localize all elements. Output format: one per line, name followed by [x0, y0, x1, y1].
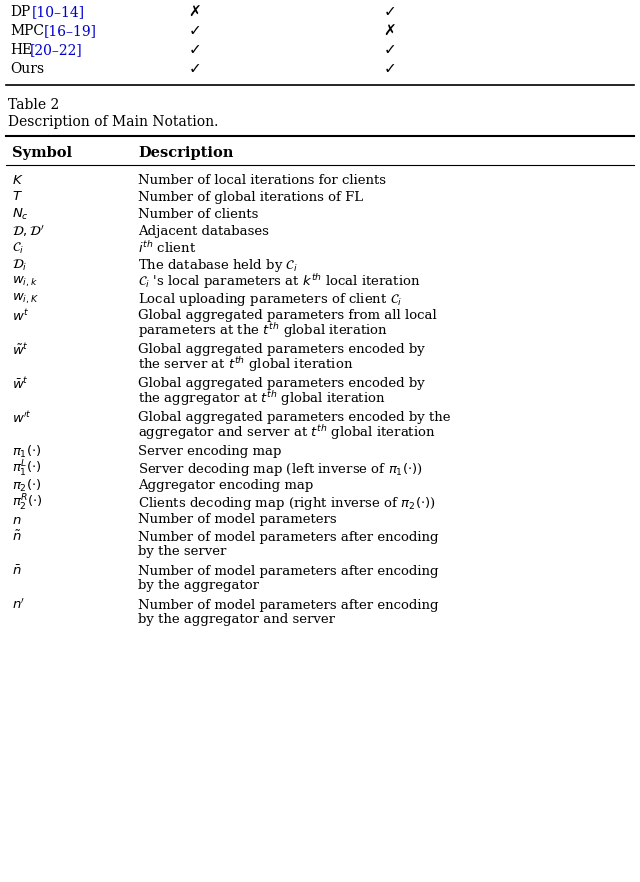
- Text: $i^{th}$ client: $i^{th}$ client: [138, 240, 196, 256]
- Text: $\pi_1^L(\cdot)$: $\pi_1^L(\cdot)$: [12, 459, 42, 479]
- Text: Number of global iterations of FL: Number of global iterations of FL: [138, 191, 363, 204]
- Text: $\bar{n}$: $\bar{n}$: [12, 564, 22, 578]
- Text: Local uploading parameters of client $\mathcal{C}_i$: Local uploading parameters of client $\m…: [138, 290, 403, 308]
- Text: ✓: ✓: [383, 42, 396, 57]
- Text: $w_{i,k}$: $w_{i,k}$: [12, 275, 38, 289]
- Text: $n^{\prime}$: $n^{\prime}$: [12, 598, 26, 612]
- Text: by the server: by the server: [138, 545, 227, 558]
- Text: $T$: $T$: [12, 191, 23, 204]
- Text: MPC: MPC: [10, 24, 44, 38]
- Text: Server decoding map (left inverse of $\pi_1(\cdot)$): Server decoding map (left inverse of $\p…: [138, 460, 423, 477]
- Text: Global aggregated parameters encoded by: Global aggregated parameters encoded by: [138, 377, 425, 391]
- Text: $\pi_2^R(\cdot)$: $\pi_2^R(\cdot)$: [12, 493, 43, 513]
- Text: Description of Main Notation.: Description of Main Notation.: [8, 115, 218, 129]
- Text: $w_{i,K}$: $w_{i,K}$: [12, 292, 39, 306]
- Text: $w^t$: $w^t$: [12, 308, 29, 324]
- Text: Global aggregated parameters encoded by the: Global aggregated parameters encoded by …: [138, 412, 451, 424]
- Text: Description: Description: [138, 146, 234, 160]
- Text: ✓: ✓: [383, 62, 396, 77]
- Text: $\bar{w}^t$: $\bar{w}^t$: [12, 377, 29, 392]
- Text: Number of model parameters after encoding: Number of model parameters after encodin…: [138, 599, 438, 611]
- Text: $\mathcal{D}, \mathcal{D}^{\prime}$: $\mathcal{D}, \mathcal{D}^{\prime}$: [12, 223, 45, 239]
- Text: Number of model parameters after encoding: Number of model parameters after encodin…: [138, 564, 438, 578]
- Text: Table 2: Table 2: [8, 98, 60, 112]
- Text: parameters at the $t^{th}$ global iteration: parameters at the $t^{th}$ global iterat…: [138, 322, 388, 340]
- Text: The database held by $\mathcal{C}_i$: The database held by $\mathcal{C}_i$: [138, 257, 298, 273]
- Text: the server at $t^{th}$ global iteration: the server at $t^{th}$ global iteration: [138, 355, 353, 375]
- Text: Global aggregated parameters encoded by: Global aggregated parameters encoded by: [138, 343, 425, 356]
- Text: $K$: $K$: [12, 174, 24, 186]
- Text: Number of model parameters after encoding: Number of model parameters after encodin…: [138, 530, 438, 543]
- Text: Global aggregated parameters from all local: Global aggregated parameters from all lo…: [138, 310, 436, 323]
- Text: $N_c$: $N_c$: [12, 206, 29, 221]
- Text: [16–19]: [16–19]: [44, 24, 97, 38]
- Text: Number of model parameters: Number of model parameters: [138, 513, 337, 527]
- Text: HE: HE: [10, 43, 32, 57]
- Text: Clients decoding map (right inverse of $\pi_2(\cdot)$): Clients decoding map (right inverse of $…: [138, 495, 436, 512]
- Text: ✓: ✓: [189, 24, 202, 39]
- Text: ✗: ✗: [189, 4, 202, 19]
- Text: $\mathcal{C}_i$: $\mathcal{C}_i$: [12, 241, 24, 256]
- Text: $w^{\prime t}$: $w^{\prime t}$: [12, 410, 32, 426]
- Text: Number of clients: Number of clients: [138, 207, 259, 220]
- Text: $\pi_1(\cdot)$: $\pi_1(\cdot)$: [12, 444, 42, 460]
- Text: the aggregator at $t^{th}$ global iteration: the aggregator at $t^{th}$ global iterat…: [138, 390, 386, 408]
- Text: $\mathcal{D}_i$: $\mathcal{D}_i$: [12, 258, 28, 273]
- Text: ✓: ✓: [189, 42, 202, 57]
- Text: [20–22]: [20–22]: [30, 43, 83, 57]
- Text: Server encoding map: Server encoding map: [138, 445, 282, 459]
- Text: Aggregator encoding map: Aggregator encoding map: [138, 480, 313, 492]
- Text: Symbol: Symbol: [12, 146, 72, 160]
- Text: aggregator and server at $t^{th}$ global iteration: aggregator and server at $t^{th}$ global…: [138, 423, 436, 443]
- Text: DP: DP: [10, 5, 30, 19]
- Text: ✓: ✓: [383, 4, 396, 19]
- Text: by the aggregator: by the aggregator: [138, 579, 259, 593]
- Text: by the aggregator and server: by the aggregator and server: [138, 614, 335, 626]
- Text: ✓: ✓: [189, 62, 202, 77]
- Text: Ours: Ours: [10, 62, 44, 76]
- Text: $\tilde{n}$: $\tilde{n}$: [12, 530, 22, 544]
- Text: [10–14]: [10–14]: [32, 5, 85, 19]
- Text: $\pi_2(\cdot)$: $\pi_2(\cdot)$: [12, 478, 42, 494]
- Text: Adjacent databases: Adjacent databases: [138, 225, 269, 237]
- Text: $n$: $n$: [12, 513, 22, 527]
- Text: Number of local iterations for clients: Number of local iterations for clients: [138, 174, 386, 186]
- Text: $\mathcal{C}_i$ 's local parameters at $k^{th}$ local iteration: $\mathcal{C}_i$ 's local parameters at $…: [138, 273, 420, 291]
- Text: ✗: ✗: [383, 24, 396, 39]
- Text: $\tilde{w}^t$: $\tilde{w}^t$: [12, 342, 29, 358]
